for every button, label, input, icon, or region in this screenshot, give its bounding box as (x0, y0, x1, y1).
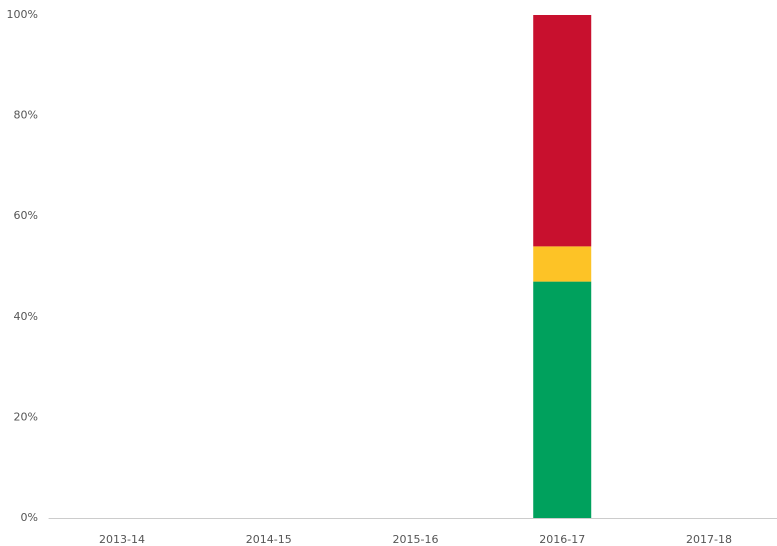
y-tick-label: 100% (7, 8, 38, 21)
x-tick-label: 2015-16 (392, 533, 438, 546)
bar-segment (533, 15, 592, 247)
x-tick-label: 2014-15 (246, 533, 292, 546)
y-tick-label: 40% (14, 310, 38, 323)
x-tick-label: 2017-18 (686, 533, 732, 546)
x-tick-label: 2016-17 (539, 533, 585, 546)
y-tick-label: 60% (14, 209, 38, 222)
y-tick-label: 80% (14, 109, 38, 122)
x-tick-label: 2013-14 (99, 533, 145, 546)
y-tick-label: 20% (14, 410, 38, 423)
bar-segment (533, 246, 592, 282)
bar-segment (533, 281, 592, 518)
y-tick-label: 0% (21, 511, 38, 524)
